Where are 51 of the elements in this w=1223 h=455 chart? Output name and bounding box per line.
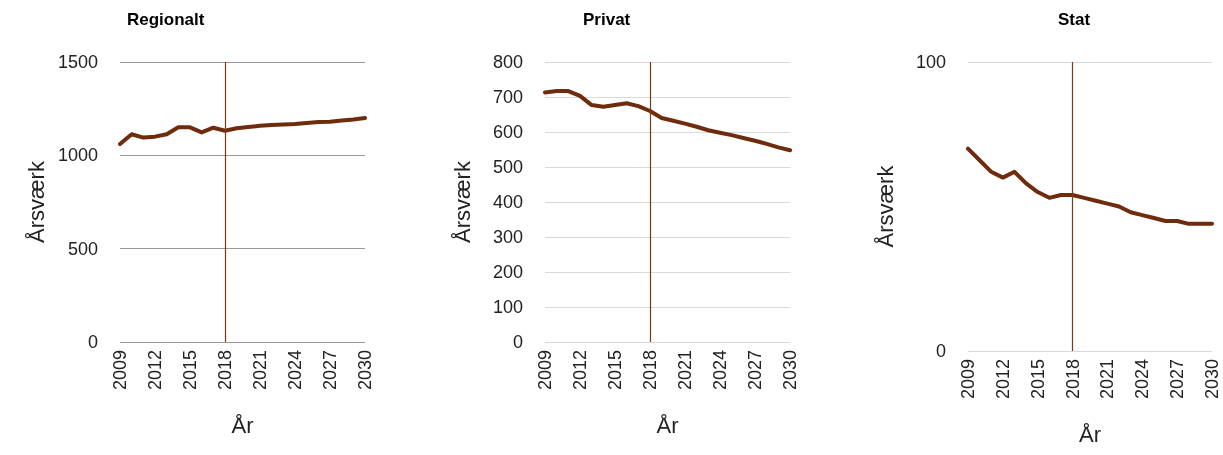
x-tick-label: 2024 [710, 350, 730, 391]
y-tick-label: 100 [492, 297, 523, 317]
chart-title: Privat [583, 10, 631, 29]
y-tick-label: 0 [512, 332, 523, 352]
y-tick-label: 800 [492, 52, 523, 72]
y-tick-label: 500 [492, 157, 523, 177]
x-tick-label: 2027 [745, 350, 765, 391]
y-tick-label: 200 [492, 262, 523, 282]
y-axis-title: Årsværk [449, 160, 475, 243]
y-tick-label: 0 [935, 341, 946, 361]
x-tick-label: 2009 [958, 359, 978, 400]
x-tick-label: 2027 [320, 350, 340, 391]
y-axis-title: Årsværk [872, 164, 898, 248]
x-tick-label: 2021 [250, 350, 270, 391]
line-series [118, 116, 367, 146]
chart-title: Stat [1058, 10, 1091, 29]
y-tick-label: 700 [492, 87, 523, 107]
x-tick-label: 2030 [355, 350, 375, 391]
y-tick-label: 100 [915, 52, 946, 72]
x-tick-label: 2018 [1062, 359, 1083, 400]
x-axis-title: År [656, 412, 679, 438]
y-tick-label: 1000 [57, 145, 98, 166]
x-tick-label: 2012 [570, 350, 590, 391]
x-tick-label: 2027 [1167, 359, 1188, 400]
y-tick-label: 600 [492, 122, 523, 142]
line-series [543, 89, 792, 153]
x-tick-label: 2030 [1202, 359, 1222, 400]
x-tick-label: 2015 [1027, 359, 1048, 400]
y-tick-label: 400 [492, 192, 523, 212]
x-tick-label: 2024 [1132, 359, 1153, 400]
x-tick-label: 2009 [535, 350, 555, 391]
y-tick-label: 0 [87, 332, 98, 352]
line-series [966, 146, 1214, 226]
x-tick-label: 2018 [640, 350, 660, 391]
x-axis-title: År [231, 412, 254, 438]
x-tick-label: 2021 [675, 350, 695, 391]
x-tick-label: 2012 [145, 350, 165, 391]
x-tick-label: 2018 [215, 350, 235, 391]
x-tick-label: 2024 [285, 350, 305, 391]
y-tick-label: 300 [492, 227, 523, 247]
y-tick-label: 500 [67, 238, 98, 259]
x-tick-label: 2015 [180, 350, 200, 391]
x-tick-label: 2021 [1097, 359, 1118, 400]
x-tick-label: 2015 [605, 350, 625, 391]
y-tick-label: 1500 [57, 52, 98, 72]
chart-title: Regionalt [127, 10, 205, 29]
x-tick-label: 2009 [110, 350, 130, 391]
x-axis-title: År [1079, 421, 1101, 447]
x-tick-label: 2030 [780, 350, 800, 391]
y-axis-title: Årsværk [23, 160, 49, 243]
x-tick-label: 2012 [992, 359, 1013, 400]
